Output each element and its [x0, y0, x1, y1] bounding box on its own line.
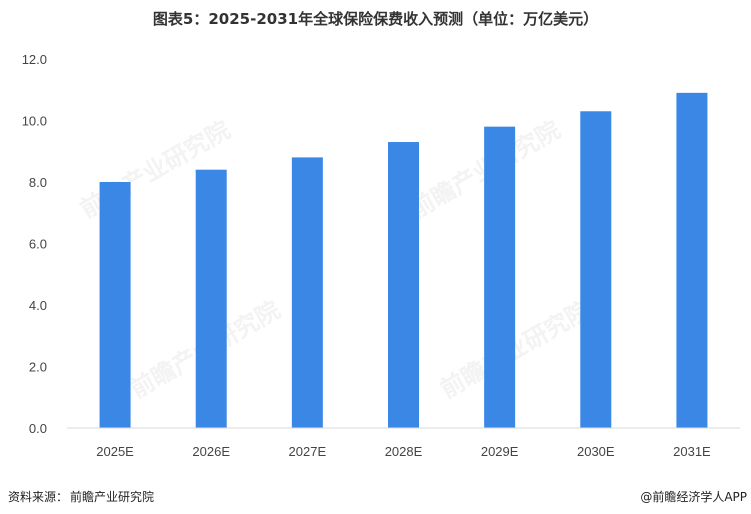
source-name: 前瞻产业研究院: [70, 490, 155, 504]
source-label: 资料来源：: [8, 490, 69, 504]
source-note: 资料来源： 前瞻产业研究院: [8, 488, 154, 505]
x-tick-label: 2025E: [96, 444, 134, 459]
x-tick-label: 2031E: [673, 444, 711, 459]
y-tick-label: 8.0: [29, 175, 47, 190]
bar: [195, 169, 227, 428]
y-tick-label: 4.0: [29, 298, 47, 313]
brand-label: @前瞻经济学人APP: [640, 490, 747, 504]
bar: [291, 157, 323, 428]
bar: [676, 92, 708, 428]
y-tick-label: 10.0: [22, 114, 47, 129]
x-axis-labels: 2025E 2026E 2027E 2028E 2029E 2030E 2031E: [96, 444, 711, 459]
bar: [99, 182, 131, 428]
y-tick-label: 0.0: [29, 421, 47, 436]
footer: 资料来源： 前瞻产业研究院 @前瞻经济学人APP: [0, 484, 751, 508]
x-tick-label: 2030E: [577, 444, 615, 459]
bar: [580, 111, 612, 429]
y-tick-label: 2.0: [29, 360, 47, 375]
x-tick-label: 2027E: [289, 444, 327, 459]
x-tick-label: 2028E: [385, 444, 423, 459]
bar-chart: 0.02.04.06.08.010.012.0 2025E 2026E 2027E 2…: [22, 52, 740, 459]
bars: [99, 92, 708, 429]
chart-title: 图表5：2025-2031年全球保险保费收入预测（单位：万亿美元）: [152, 10, 599, 28]
bar: [484, 126, 516, 429]
x-tick-label: 2026E: [192, 444, 230, 459]
y-tick-label: 6.0: [29, 237, 47, 252]
bar: [388, 142, 419, 428]
y-axis-ticks: 0.0 2.0 4.0 6.0 8.0 10.0 12.0: [22, 52, 47, 436]
x-tick-label: 2029E: [481, 444, 519, 459]
y-tick-label: 12.0: [22, 52, 47, 67]
